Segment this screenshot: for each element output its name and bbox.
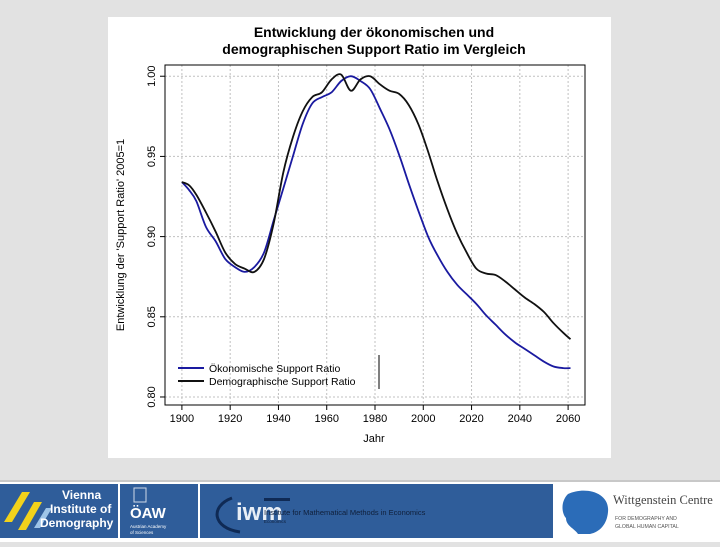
x-tick-label: 2000 — [411, 413, 435, 425]
vienna-line3: Demography — [40, 516, 114, 530]
legend-label-economic: Ökonomische Support Ratio — [209, 363, 340, 375]
x-tick-label: 2020 — [459, 413, 483, 425]
x-tick-label: 2040 — [508, 413, 532, 425]
footer-logo-bar: Vienna Institute of Demography ÖAW Austr… — [0, 480, 720, 542]
series-lines — [181, 73, 572, 370]
legend-label-demographic: Demographische Support Ratio — [209, 376, 356, 388]
x-tick-label: 1920 — [218, 413, 242, 425]
chart-title-line2: demographischen Support Ratio im Verglei… — [222, 41, 525, 57]
x-tick-label: 1960 — [314, 413, 338, 425]
y-axis-label: Entwicklung der 'Support Ratio' 2005=1 — [115, 139, 127, 331]
y-tick-label: 0.90 — [146, 226, 158, 247]
imw-sub: Economics — [264, 519, 287, 524]
y-tick-label: 0.95 — [146, 146, 158, 167]
chart-panel: Entwicklung der ökonomischen und demogra… — [108, 17, 611, 458]
x-tick-label: 1900 — [170, 413, 194, 425]
imw-label: Institute for Mathematical Methods in Ec… — [264, 508, 426, 517]
x-tick-label: 1940 — [266, 413, 290, 425]
vienna-line2: Institute of — [50, 502, 112, 516]
y-tick-label: 0.80 — [146, 386, 158, 407]
x-axis-label: Jahr — [363, 433, 385, 445]
footer-logos: Vienna Institute of Demography ÖAW Austr… — [0, 484, 720, 538]
chart-title-line1: Entwicklung der ökonomischen und — [254, 24, 494, 40]
series-line-demographic — [181, 73, 572, 340]
wittgenstein-title: Wittgenstein Centre — [613, 493, 713, 507]
vienna-line1: Vienna — [62, 488, 101, 502]
globe-head-icon — [562, 490, 609, 534]
legend: Ökonomische Support Ratio Demographische… — [178, 355, 380, 389]
oaw-caption-2: of Sciences — [130, 530, 154, 535]
oaw-logo[interactable]: ÖAW Austrian Academy of Sciences — [120, 484, 198, 538]
series-line-economic — [181, 75, 571, 370]
x-tick-label: 1980 — [363, 413, 387, 425]
imw-mark: iwm — [236, 499, 283, 526]
y-axis: 0.80 0.85 0.90 0.95 1.00 — [146, 66, 165, 408]
vienna-institute-logo[interactable]: Vienna Institute of Demography — [0, 484, 118, 538]
wittgenstein-logo[interactable]: Wittgenstein Centre FOR DEMOGRAPHY AND G… — [555, 484, 720, 538]
oaw-caption-1: Austrian Academy — [130, 524, 167, 529]
y-tick-label: 0.85 — [146, 306, 158, 327]
x-axis: 1900 1920 1940 1960 1980 2000 2020 2040 2060 — [170, 405, 580, 425]
support-ratio-chart: Entwicklung der ökonomischen und demogra… — [115, 24, 586, 445]
wittgenstein-sub1: FOR DEMOGRAPHY AND — [615, 516, 677, 522]
x-tick-label: 2060 — [556, 413, 580, 425]
oaw-title: ÖAW — [130, 505, 167, 522]
y-tick-label: 1.00 — [146, 66, 158, 87]
grid-lines — [165, 65, 585, 405]
wittgenstein-sub2: GLOBAL HUMAN CAPITAL — [615, 524, 679, 530]
imw-logo[interactable]: iwm Institute for Mathematical Methods i… — [200, 484, 553, 538]
